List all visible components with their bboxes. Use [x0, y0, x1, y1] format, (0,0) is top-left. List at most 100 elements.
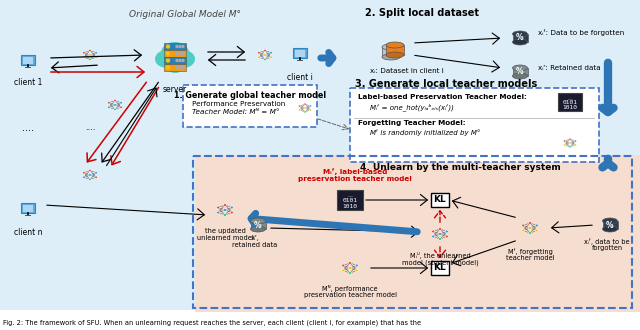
Bar: [164, 50, 186, 57]
Text: Label-based Preservation Teacher Model:: Label-based Preservation Teacher Model:: [358, 94, 527, 100]
Text: 4. Unlearn by the multi-teacher system: 4. Unlearn by the multi-teacher system: [360, 163, 561, 172]
Text: preservation teacher model: preservation teacher model: [303, 292, 397, 298]
Circle shape: [83, 172, 85, 174]
Circle shape: [264, 58, 266, 61]
Text: xᵢʳ,: xᵢʳ,: [251, 235, 259, 241]
Text: 1010: 1010: [342, 204, 358, 209]
Circle shape: [95, 51, 97, 54]
Bar: [431, 193, 449, 207]
Bar: [23, 205, 33, 212]
Text: Original Global Model M°: Original Global Model M°: [129, 10, 241, 19]
Circle shape: [108, 106, 110, 109]
Ellipse shape: [602, 226, 618, 232]
Ellipse shape: [513, 39, 527, 45]
Bar: [195, 155, 640, 312]
Text: forgotten: forgotten: [591, 245, 623, 251]
Ellipse shape: [513, 31, 527, 37]
Ellipse shape: [513, 73, 527, 79]
Circle shape: [569, 142, 571, 144]
Text: xᵢᶠ, data to be: xᵢᶠ, data to be: [584, 238, 630, 245]
Circle shape: [304, 111, 306, 113]
Circle shape: [298, 105, 301, 107]
Circle shape: [304, 107, 306, 109]
Text: Mᴺ, performance: Mᴺ, performance: [322, 285, 378, 292]
Circle shape: [179, 52, 181, 54]
Circle shape: [223, 204, 227, 206]
Ellipse shape: [165, 57, 185, 73]
Ellipse shape: [602, 218, 618, 224]
Text: %: %: [516, 34, 524, 43]
Circle shape: [529, 232, 531, 235]
Circle shape: [179, 67, 181, 69]
Text: the updated: the updated: [205, 228, 245, 234]
Circle shape: [95, 56, 97, 58]
Text: ....: ....: [84, 123, 95, 133]
Circle shape: [270, 51, 273, 54]
Circle shape: [114, 99, 116, 102]
Ellipse shape: [155, 50, 179, 68]
Bar: [21, 55, 35, 65]
Circle shape: [230, 206, 234, 209]
Circle shape: [309, 105, 312, 107]
Text: 3. Generate local teacher models: 3. Generate local teacher models: [355, 79, 537, 89]
Circle shape: [536, 224, 538, 227]
Bar: [513, 68, 527, 76]
Bar: [558, 93, 582, 111]
Circle shape: [342, 269, 344, 272]
Text: %: %: [606, 220, 614, 229]
Bar: [297, 60, 303, 61]
Text: 1. Generate global teacher model: 1. Generate global teacher model: [174, 91, 326, 100]
Ellipse shape: [382, 44, 400, 50]
Ellipse shape: [250, 218, 266, 224]
Circle shape: [298, 109, 301, 111]
Circle shape: [120, 106, 122, 109]
Text: preservation teacher model: preservation teacher model: [298, 176, 412, 182]
Circle shape: [176, 52, 178, 54]
Circle shape: [574, 140, 577, 142]
Circle shape: [264, 49, 266, 52]
Text: 0101: 0101: [342, 199, 358, 204]
Circle shape: [304, 103, 306, 105]
Circle shape: [349, 267, 351, 269]
Circle shape: [89, 54, 92, 56]
Bar: [164, 57, 186, 64]
Text: KL: KL: [434, 263, 446, 273]
Text: client 1: client 1: [14, 78, 42, 87]
Circle shape: [182, 52, 184, 54]
Circle shape: [176, 59, 178, 61]
Circle shape: [309, 109, 312, 111]
Text: 2. Split local dataset: 2. Split local dataset: [365, 8, 479, 18]
Circle shape: [182, 46, 184, 48]
FancyBboxPatch shape: [350, 88, 599, 162]
Circle shape: [270, 56, 273, 58]
Circle shape: [89, 58, 92, 61]
Text: xᵢ: Dataset in client i: xᵢ: Dataset in client i: [370, 68, 444, 74]
Circle shape: [258, 51, 260, 54]
Circle shape: [432, 235, 435, 238]
Bar: [602, 221, 618, 229]
Circle shape: [89, 169, 92, 172]
Circle shape: [182, 67, 184, 69]
Circle shape: [217, 206, 220, 209]
Circle shape: [438, 227, 442, 230]
Bar: [293, 49, 307, 58]
Text: ...: ...: [567, 96, 573, 101]
Bar: [250, 221, 266, 229]
Circle shape: [564, 140, 566, 142]
Ellipse shape: [250, 226, 266, 232]
Bar: [513, 34, 527, 42]
Circle shape: [349, 261, 351, 264]
Bar: [337, 190, 363, 210]
Circle shape: [529, 227, 531, 229]
Circle shape: [522, 229, 525, 232]
Bar: [295, 50, 305, 56]
Circle shape: [217, 211, 220, 214]
Circle shape: [83, 51, 85, 54]
Circle shape: [179, 59, 181, 61]
Text: teacher model: teacher model: [506, 255, 554, 261]
Text: Mᶠ is randomly initialized by M°: Mᶠ is randomly initialized by M°: [370, 129, 481, 136]
Circle shape: [182, 59, 184, 61]
Text: %: %: [254, 220, 262, 229]
Circle shape: [176, 67, 178, 69]
Circle shape: [564, 144, 566, 146]
